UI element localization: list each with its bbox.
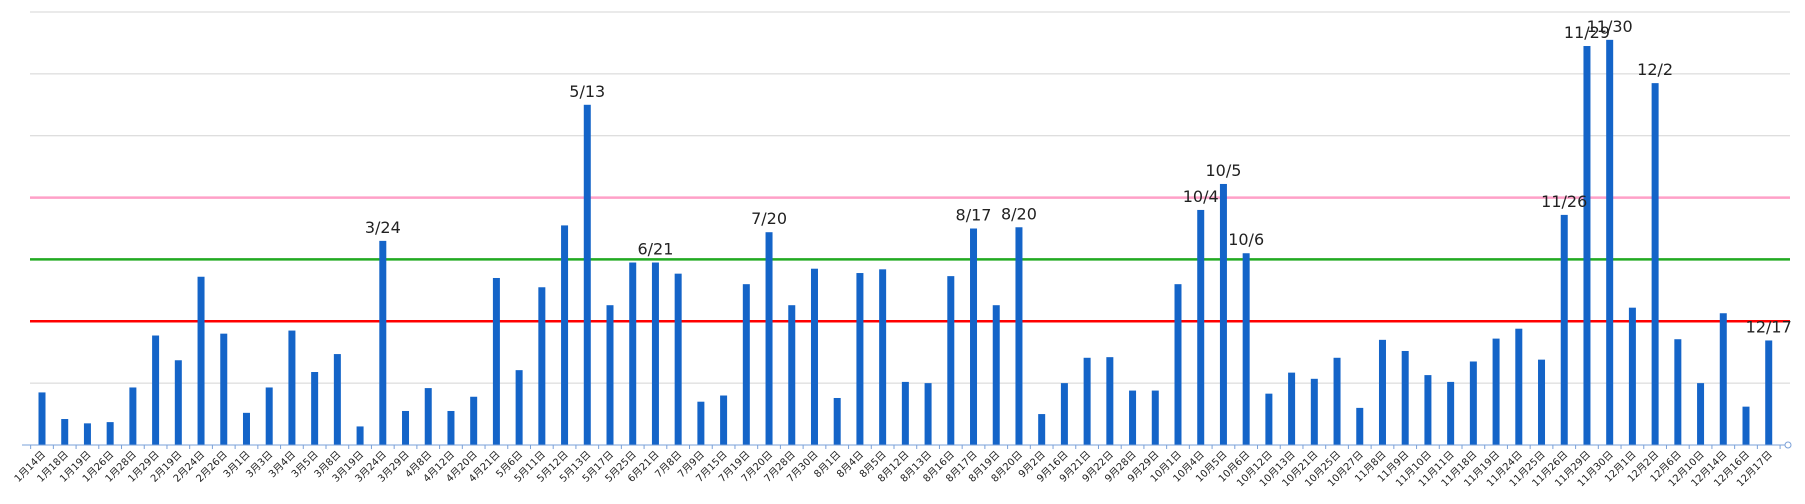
bar [1288, 372, 1296, 445]
bar [1697, 383, 1705, 445]
bar [1765, 340, 1773, 445]
bars [38, 39, 1773, 446]
bar [1356, 407, 1364, 445]
bar [924, 383, 932, 445]
bar [311, 372, 319, 445]
bar [1401, 350, 1409, 445]
bar [174, 360, 182, 445]
bar [220, 333, 228, 445]
peak-labels: 3/24 5/13 6/21 7/20 8/17 8/20 10/4 10/5 10/6 11/2… [365, 17, 1792, 337]
bar [1060, 383, 1068, 445]
bar [697, 401, 705, 445]
x-tick-labels: 1月14日1月18日1月19日1月26日1月28日1月29日2月19日2月24日… [12, 449, 1775, 490]
bar [1515, 328, 1523, 445]
bar [742, 284, 750, 445]
bar [1333, 357, 1341, 445]
bar [833, 397, 841, 445]
bar [947, 276, 955, 445]
bar [1674, 339, 1682, 445]
peak-label: 10/4 [1183, 187, 1219, 206]
bar [1038, 414, 1046, 445]
peak-label: 12/2 [1637, 60, 1673, 79]
bar [1129, 390, 1137, 445]
bar [424, 388, 432, 445]
bar [356, 426, 364, 445]
bar [538, 287, 546, 445]
bar [402, 410, 410, 445]
bar [333, 354, 341, 445]
bar [810, 268, 818, 445]
bar [197, 276, 205, 445]
x-axis [22, 441, 1792, 449]
bar [1492, 338, 1500, 445]
bar [901, 381, 909, 445]
peak-label: 7/20 [751, 209, 787, 228]
bar [1719, 313, 1727, 445]
bar [788, 305, 796, 445]
bar [1242, 253, 1250, 445]
peak-label: 11/26 [1541, 192, 1587, 211]
bar [288, 330, 296, 445]
bar [470, 396, 478, 445]
bar [379, 240, 387, 445]
bar [1742, 406, 1750, 445]
bar [492, 277, 500, 445]
bar [765, 232, 773, 445]
bar [651, 262, 659, 445]
bar [992, 305, 1000, 445]
bar [1378, 339, 1386, 445]
peak-label: 11/30 [1587, 17, 1633, 36]
bar [1538, 359, 1546, 445]
bar [1151, 390, 1159, 445]
bar [879, 269, 887, 445]
bar [129, 387, 137, 445]
peak-label: 8/20 [1001, 204, 1037, 223]
bar [61, 419, 69, 445]
bar [720, 395, 728, 445]
axis-end-marker [1784, 441, 1792, 449]
bar [152, 335, 160, 445]
bar [1219, 183, 1227, 445]
peak-label: 10/6 [1228, 230, 1264, 249]
bar [583, 104, 591, 446]
bar [1083, 357, 1091, 445]
bar [1174, 284, 1182, 445]
bar [242, 412, 250, 445]
peak-label: 12/17 [1746, 317, 1792, 336]
bar [1197, 209, 1205, 445]
bar [515, 370, 523, 445]
bar [1424, 375, 1432, 445]
bar [38, 392, 46, 445]
bar [1628, 307, 1636, 445]
peak-label: 11/29 [1564, 23, 1610, 42]
bar [1560, 214, 1568, 445]
peak-label: 8/17 [956, 206, 992, 225]
bar [447, 410, 455, 445]
peak-label: 10/5 [1205, 161, 1241, 180]
bar [83, 423, 91, 445]
peak-label: 3/24 [365, 218, 401, 237]
bar [1265, 393, 1273, 445]
bar [629, 262, 637, 445]
bar [561, 225, 569, 445]
peak-label: 6/21 [637, 240, 673, 259]
bar [1651, 83, 1659, 445]
bar [1015, 227, 1023, 445]
bar [1447, 381, 1455, 445]
bar [856, 273, 864, 445]
bar [674, 273, 682, 445]
peak-label: 5/13 [569, 82, 605, 101]
bar [265, 387, 273, 445]
bar [606, 305, 614, 445]
bar [1583, 46, 1591, 446]
bar [1310, 378, 1318, 445]
bar [970, 228, 978, 445]
bar [1469, 361, 1477, 445]
bar [106, 422, 114, 445]
bar [1106, 357, 1114, 445]
bar [1606, 39, 1614, 445]
reference-lines [30, 196, 1790, 323]
